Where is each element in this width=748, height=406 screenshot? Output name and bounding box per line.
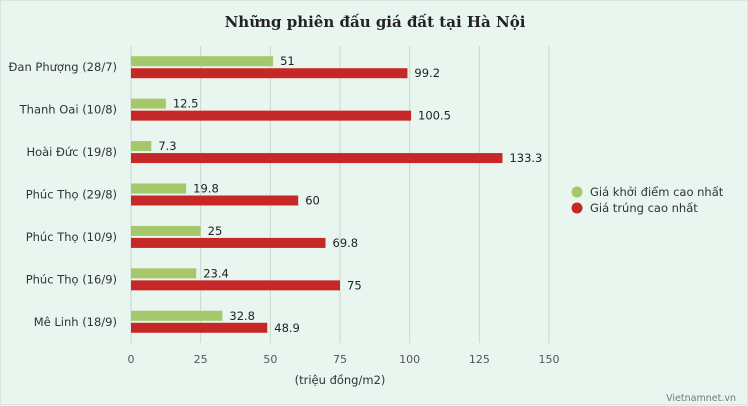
data-label: 25 <box>208 224 223 238</box>
data-label: 75 <box>347 278 362 292</box>
category-label: Hoài Đức (19/8) <box>26 145 117 159</box>
data-label: 12.5 <box>173 97 199 111</box>
legend: Giá khởi điểm cao nhất Giá trúng cao nhất <box>571 185 724 215</box>
data-label: 69.8 <box>333 236 359 250</box>
bar-winning-price <box>131 280 340 291</box>
bar-start-price <box>131 310 223 321</box>
x-tick-label: 150 <box>539 353 560 366</box>
data-label: 7.3 <box>158 139 176 153</box>
category-label: Phúc Thọ (16/9) <box>26 272 117 286</box>
y-axis-categories: Đan Phượng (28/7) Thanh Oai (10/8) Hoài Đứ… <box>9 60 118 329</box>
bar-start-price <box>131 56 274 67</box>
bar-start-price <box>131 225 201 236</box>
chart-title: Những phiên đấu giá đất tại Hà Nội <box>225 13 526 31</box>
data-label: 133.3 <box>509 151 542 165</box>
bar-winning-price <box>131 237 326 248</box>
data-label: 99.2 <box>414 66 440 80</box>
data-label: 32.8 <box>229 309 255 323</box>
x-tick-label: 0 <box>128 353 135 366</box>
bar-winning-price <box>131 195 299 206</box>
data-label: 23.4 <box>203 266 229 280</box>
bar-winning-price <box>131 110 412 121</box>
credit-text: Vietnamnet.vn <box>666 393 736 404</box>
x-axis-ticks: 0 25 50 75 100 125 150 <box>128 353 560 366</box>
category-label: Phúc Thọ (10/9) <box>26 230 117 244</box>
legend-marker-winning-price <box>571 202 583 214</box>
bar-start-price <box>131 183 187 194</box>
category-label: Đan Phượng (28/7) <box>9 60 118 74</box>
category-label: Phúc Thọ (29/8) <box>26 188 117 202</box>
x-axis-title: (triệu đồng/m2) <box>295 373 386 387</box>
data-label: 60 <box>305 194 320 208</box>
x-tick-label: 125 <box>469 353 490 366</box>
category-label: Mê Linh (18/9) <box>34 315 117 329</box>
data-label: 100.5 <box>418 109 451 123</box>
data-labels: 51 99.2 12.5 100.5 7.3 133.3 19.8 60 25 69.8 23.4 7… <box>158 54 542 335</box>
bar-winning-price <box>131 153 503 164</box>
x-tick-label: 100 <box>399 353 420 366</box>
legend-label: Giá khởi điểm cao nhất <box>590 185 724 199</box>
bar-winning-price <box>131 68 408 79</box>
data-label: 19.8 <box>193 182 219 196</box>
data-label: 48.9 <box>274 321 300 335</box>
data-label: 51 <box>280 54 295 68</box>
bar-winning-price <box>131 322 268 333</box>
bars <box>131 56 503 333</box>
x-tick-label: 75 <box>333 353 347 366</box>
category-label: Thanh Oai (10/8) <box>19 103 117 117</box>
bar-start-price <box>131 98 166 109</box>
legend-label: Giá trúng cao nhất <box>590 201 698 215</box>
bar-start-price <box>131 268 197 279</box>
grid <box>130 46 550 343</box>
x-tick-label: 25 <box>194 353 208 366</box>
x-tick-label: 50 <box>263 353 277 366</box>
bar-start-price <box>131 141 152 152</box>
legend-marker-start-price <box>571 186 583 198</box>
